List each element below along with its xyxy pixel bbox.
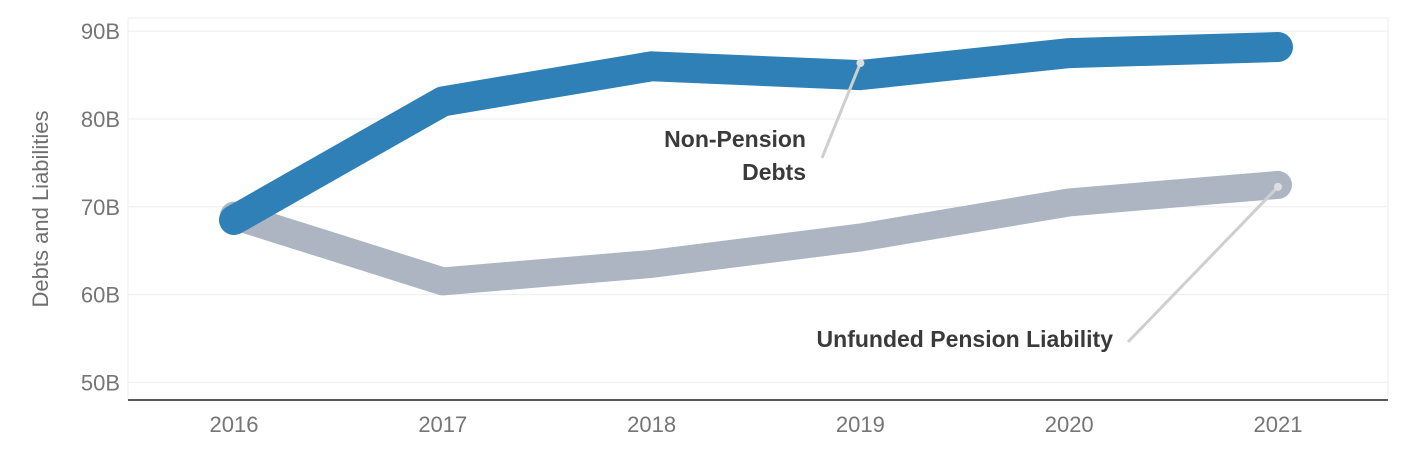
grid-lines <box>128 30 1388 383</box>
x-tick-label: 2017 <box>418 412 467 437</box>
y-axis-title: Debts and Liabilities <box>28 111 53 308</box>
y-tick-label: 70B <box>81 195 120 220</box>
y-tick-label: 50B <box>81 370 120 395</box>
series-line-unfunded <box>220 170 1292 296</box>
series-line-nonpension <box>219 32 1293 235</box>
x-axis-ticks: 2016 2017 2018 2019 2020 2021 <box>210 412 1303 437</box>
x-tick-label: 2016 <box>210 412 259 437</box>
annotation-unfunded: Unfunded Pension Liability <box>817 326 1114 352</box>
annotation-nonpension: Non-Pension Debts <box>664 126 806 185</box>
annotation-leader-nonpension <box>820 62 862 159</box>
annotation-dot-nonpension <box>856 59 865 68</box>
x-tick-label: 2019 <box>836 412 885 437</box>
annotations: Non-Pension Debts Unfunded Pension Liabili… <box>664 59 1282 352</box>
annotation-dot-unfunded <box>1274 182 1282 191</box>
series-lines <box>219 32 1293 296</box>
annotation-leader-unfunded <box>1126 185 1280 344</box>
x-tick-label: 2018 <box>627 412 676 437</box>
y-axis-ticks: 50B 60B 70B 80B 90B <box>81 19 120 395</box>
x-tick-label: 2021 <box>1254 412 1303 437</box>
x-tick-label: 2020 <box>1045 412 1094 437</box>
y-tick-label: 90B <box>81 19 120 44</box>
y-tick-label: 60B <box>81 283 120 308</box>
y-tick-label: 80B <box>81 107 120 132</box>
